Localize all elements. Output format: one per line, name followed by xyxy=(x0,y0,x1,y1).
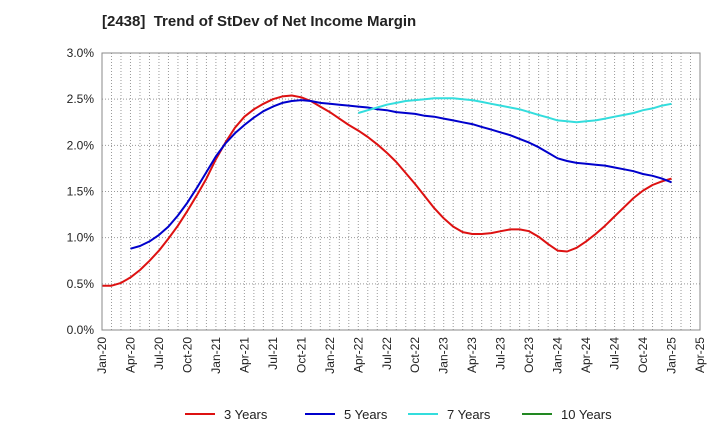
y-tick-label: 2.0% xyxy=(67,138,95,152)
y-axis-ticks: 0.0% 0.5% 1.0% 1.5% 2.0% 2.5% 3.0% xyxy=(67,46,95,337)
x-tick-label: Jul-21 xyxy=(266,337,280,370)
chart-title: [2438] Trend of StDev of Net Income Marg… xyxy=(102,13,417,30)
x-axis-ticks: Jan-20 Apr-20 Jul-20 Oct-20 Jan-21 Apr-21 Jul-… xyxy=(95,337,707,374)
x-tick-label: Jul-23 xyxy=(494,337,508,370)
plot-frame xyxy=(101,52,701,331)
legend-label: 5 Years xyxy=(344,407,388,422)
x-tick-label: Oct-23 xyxy=(522,337,536,373)
y-tick-label: 1.5% xyxy=(67,185,95,199)
x-tick-label: Apr-20 xyxy=(123,337,137,373)
x-tick-label: Oct-21 xyxy=(294,337,308,373)
x-tick-label: Jul-20 xyxy=(152,337,166,370)
x-tick-label: Apr-21 xyxy=(237,337,251,373)
legend-label: 10 Years xyxy=(561,407,612,422)
series-lines xyxy=(102,94,672,287)
legend-label: 3 Years xyxy=(224,407,268,422)
y-tick-label: 1.0% xyxy=(67,231,95,245)
legend-label: 7 Years xyxy=(447,407,491,422)
series-line-7-years xyxy=(358,97,672,124)
x-tick-label: Jan-21 xyxy=(209,337,223,374)
grid xyxy=(102,53,700,330)
x-tick-label: Jul-24 xyxy=(608,337,622,370)
legend: 3 Years 5 Years 7 Years 10 Years xyxy=(185,407,612,422)
x-tick-label: Jul-22 xyxy=(380,337,394,370)
x-tick-label: Oct-24 xyxy=(636,337,650,373)
x-tick-label: Oct-22 xyxy=(408,337,422,373)
y-tick-label: 0.5% xyxy=(67,277,95,291)
x-tick-label: Jan-24 xyxy=(551,337,565,374)
series-line-5-years xyxy=(130,99,672,250)
x-tick-label: Apr-23 xyxy=(465,337,479,373)
y-tick-label: 3.0% xyxy=(67,46,95,60)
x-tick-label: Apr-22 xyxy=(351,337,365,373)
series-line-3-years xyxy=(102,94,672,287)
x-tick-label: Apr-24 xyxy=(579,337,593,373)
x-tick-label: Jan-20 xyxy=(95,337,109,374)
y-tick-label: 2.5% xyxy=(67,92,95,106)
y-tick-label: 0.0% xyxy=(67,323,95,337)
x-tick-label: Jan-23 xyxy=(437,337,451,374)
x-tick-label: Jan-25 xyxy=(665,337,679,374)
x-tick-label: Oct-20 xyxy=(180,337,194,373)
x-tick-label: Apr-25 xyxy=(693,337,707,373)
x-tick-label: Jan-22 xyxy=(323,337,337,374)
